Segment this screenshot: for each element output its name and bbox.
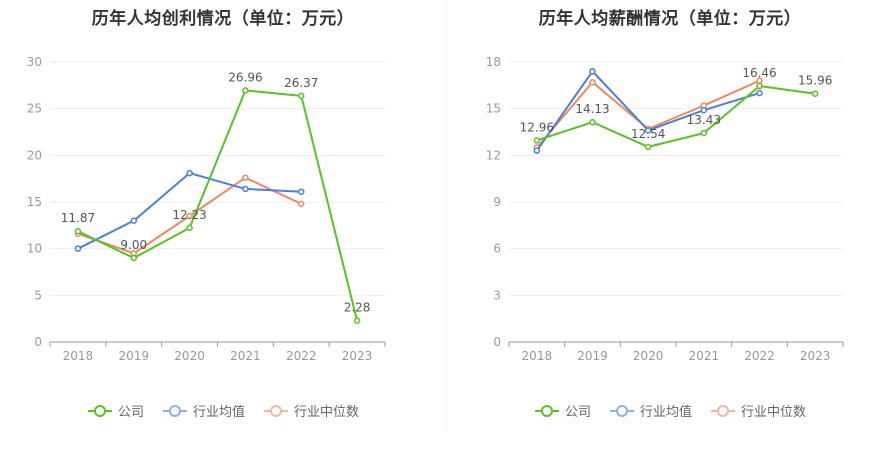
- profit-chart-panel: 历年人均创利情况（单位：万元） 0 5 10 15 20 25 30 2018 2019 2020…: [0, 0, 446, 458]
- data-point: [644, 127, 652, 134]
- data-label: 15.96: [798, 74, 832, 88]
- y-tick-label: 15: [486, 102, 501, 116]
- data-label: 16.46: [742, 66, 776, 80]
- chart-title: 历年人均创利情况（单位：万元）: [91, 9, 355, 29]
- salary-line-chart: 0 3 6 9 12 15 18 2018 2019 2020 2021 2022 2023 12.96 1…: [486, 55, 844, 363]
- chart-title: 历年人均薪酬情况（单位：万元）: [538, 9, 802, 29]
- data-point: [298, 92, 305, 100]
- data-point: [74, 245, 82, 252]
- data-point: [756, 82, 763, 90]
- legend-item-company[interactable]: 公司: [534, 401, 591, 420]
- series-line: [536, 85, 816, 148]
- legend-item-industry-median[interactable]: 行业中位数: [263, 401, 359, 420]
- data-point: [756, 89, 763, 97]
- legend-line-marker-icon: [609, 404, 634, 417]
- y-tick-label: 20: [27, 148, 42, 162]
- legend-item-industry-median[interactable]: 行业中位数: [710, 401, 806, 420]
- data-label: 2.28: [344, 301, 371, 315]
- data-point: [700, 129, 708, 137]
- y-tick-label: 30: [27, 55, 42, 69]
- legend-line-marker-icon: [162, 404, 187, 417]
- x-tick-label: 2023: [342, 349, 373, 363]
- y-tick-label: 0: [493, 335, 501, 349]
- y-tick-label: 5: [34, 288, 42, 302]
- x-tick-label: 2022: [286, 349, 317, 363]
- data-label: 26.37: [284, 76, 318, 90]
- legend-label: 行业均值: [639, 405, 692, 420]
- data-label: 12.96: [520, 120, 554, 134]
- data-point: [533, 147, 541, 154]
- legend-label: 行业中位数: [294, 405, 360, 420]
- data-point: [533, 137, 541, 144]
- data-point: [186, 169, 193, 177]
- x-tick-label: 2020: [174, 349, 205, 363]
- profit-line-chart: 0 5 10 15 20 25 30 2018 2019 2020 2021 2022 2023 11.8…: [27, 55, 386, 363]
- y-tick-label: 18: [486, 55, 501, 69]
- y-tick-label: 15: [27, 195, 42, 209]
- y-tick-label: 0: [34, 335, 42, 349]
- chart-legend: 公司 行业均值 行业中位数: [0, 401, 446, 420]
- legend-label: 公司: [117, 405, 144, 420]
- x-tick-label: 2019: [577, 349, 608, 363]
- x-tick-label: 2019: [118, 349, 149, 363]
- data-point: [186, 212, 193, 220]
- y-tick-label: 6: [493, 242, 501, 256]
- data-point: [700, 106, 708, 114]
- chart-legend: 公司 行业均值 行业中位数: [447, 401, 893, 420]
- x-tick-label: 2020: [633, 349, 664, 363]
- data-label: 9.00: [120, 238, 147, 252]
- legend-label: 行业均值: [192, 405, 245, 420]
- legend-label: 公司: [564, 405, 591, 420]
- legend-line-marker-icon: [534, 404, 559, 417]
- legend-line-marker-icon: [87, 404, 112, 417]
- data-point: [353, 317, 361, 324]
- data-point: [589, 68, 596, 75]
- data-label: 12.54: [631, 127, 665, 141]
- data-label: 26.96: [228, 70, 262, 84]
- data-point: [74, 227, 82, 235]
- series-line: [77, 89, 359, 321]
- legend-item-industry-average[interactable]: 行业均值: [162, 401, 245, 420]
- y-tick-label: 9: [493, 195, 501, 209]
- data-point: [242, 185, 249, 193]
- panel-divider: [446, 0, 447, 430]
- data-point: [298, 188, 305, 195]
- data-point: [242, 87, 249, 94]
- data-point: [186, 224, 193, 232]
- data-point: [811, 90, 819, 97]
- y-tick-label: 12: [486, 148, 501, 162]
- x-tick-label: 2018: [522, 349, 553, 363]
- legend-item-industry-average[interactable]: 行业均值: [609, 401, 692, 420]
- data-point: [242, 174, 249, 181]
- data-label: 11.87: [61, 211, 95, 225]
- x-tick-label: 2021: [689, 349, 720, 363]
- legend-line-marker-icon: [264, 404, 288, 417]
- y-tick-label: 10: [27, 242, 42, 256]
- data-point: [298, 200, 305, 208]
- y-tick-label: 3: [493, 288, 501, 302]
- data-label: 14.13: [575, 102, 609, 116]
- data-point: [589, 118, 596, 126]
- data-point: [130, 254, 137, 262]
- legend-line-marker-icon: [711, 404, 735, 417]
- x-tick-label: 2023: [800, 349, 831, 363]
- x-tick-label: 2021: [230, 349, 261, 363]
- salary-chart-panel: 历年人均薪酬情况（单位：万元） 0 3 6 9 12 15 18 2018 2019 2020 20…: [447, 0, 893, 458]
- x-tick-label: 2018: [63, 349, 94, 363]
- x-tick-label: 2022: [744, 349, 775, 363]
- data-label: 13.43: [687, 113, 721, 127]
- legend-item-company[interactable]: 公司: [87, 401, 144, 420]
- data-point: [644, 143, 652, 151]
- data-point: [589, 78, 596, 86]
- data-label: 12.23: [172, 208, 206, 222]
- legend-label: 行业中位数: [741, 405, 807, 420]
- data-point: [130, 217, 137, 224]
- y-tick-label: 25: [27, 102, 42, 116]
